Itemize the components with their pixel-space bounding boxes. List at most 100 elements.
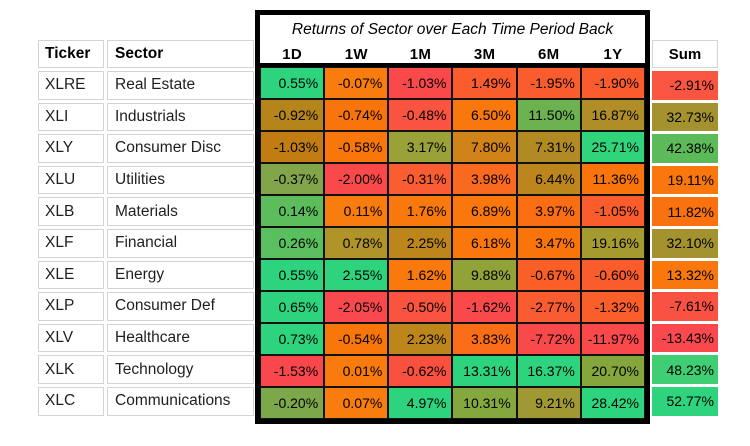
return-cell[interactable]: 1.49%	[452, 67, 517, 99]
return-cell[interactable]: 9.21%	[516, 387, 581, 419]
ticker-header-cell[interactable]: Ticker	[38, 40, 104, 68]
return-cell[interactable]: -1.03%	[388, 67, 453, 99]
period-header-1m[interactable]: 1M	[409, 45, 432, 63]
ticker-cell[interactable]: XLV	[38, 323, 104, 353]
return-cell[interactable]: 6.50%	[452, 99, 517, 131]
ticker-cell[interactable]: XLB	[38, 197, 104, 226]
return-cell[interactable]: 16.37%	[516, 355, 581, 387]
period-header-6m[interactable]: 6M	[538, 45, 560, 63]
return-cell[interactable]: 0.11%	[324, 195, 389, 227]
return-cell[interactable]: 9.88%	[452, 259, 517, 291]
sector-cell[interactable]: Consumer Def	[107, 292, 254, 321]
return-cell[interactable]: -2.77%	[516, 291, 581, 323]
return-cell[interactable]: -0.48%	[388, 99, 453, 131]
return-cell[interactable]: -1.95%	[516, 67, 581, 99]
return-cell[interactable]: -2.00%	[324, 163, 389, 195]
period-header-1y[interactable]: 1Y	[603, 45, 623, 63]
sector-cell[interactable]: Energy	[107, 260, 254, 290]
return-cell[interactable]: -0.67%	[516, 259, 581, 291]
sector-cell[interactable]: Financial	[107, 228, 254, 258]
return-cell[interactable]: 7.80%	[452, 131, 517, 163]
return-cell[interactable]: 11.50%	[516, 99, 581, 131]
sector-cell[interactable]: Communications	[107, 386, 254, 416]
return-cell[interactable]: 11.36%	[580, 163, 645, 195]
sector-header-cell[interactable]: Sector	[107, 40, 254, 68]
sector-cell[interactable]: Real Estate	[107, 71, 254, 100]
return-cell[interactable]: -0.31%	[388, 163, 453, 195]
return-cell[interactable]: 1.76%	[388, 195, 453, 227]
return-cell[interactable]: 1.62%	[388, 259, 453, 291]
period-header-1d[interactable]: 1D	[282, 45, 302, 63]
return-cell[interactable]: -1.90%	[580, 67, 645, 99]
return-cell[interactable]: 4.97%	[388, 387, 453, 419]
return-cell[interactable]: -2.05%	[324, 291, 389, 323]
period-header-3m[interactable]: 3M	[473, 45, 496, 63]
sector-cell[interactable]: Technology	[107, 355, 254, 384]
sector-cell[interactable]: Healthcare	[107, 323, 254, 353]
ticker-cell[interactable]: XLC	[38, 386, 104, 416]
return-cell[interactable]: 3.83%	[452, 323, 517, 355]
return-cell[interactable]: -1.53%	[260, 355, 325, 387]
return-cell[interactable]: 3.98%	[452, 163, 517, 195]
return-cell[interactable]: 0.26%	[260, 227, 325, 259]
return-cell[interactable]: 28.42%	[580, 387, 645, 419]
ticker-cell[interactable]: XLRE	[38, 71, 104, 100]
ticker-cell[interactable]: XLF	[38, 228, 104, 258]
ticker-cell[interactable]: XLI	[38, 102, 104, 132]
return-cell[interactable]: 2.23%	[388, 323, 453, 355]
return-cell[interactable]: 0.01%	[324, 355, 389, 387]
return-cell[interactable]: 2.55%	[324, 259, 389, 291]
return-cell[interactable]: -1.03%	[260, 131, 325, 163]
sum-cell[interactable]: 19.11%	[652, 165, 718, 195]
return-cell[interactable]: -0.20%	[260, 387, 325, 419]
return-cell[interactable]: 0.14%	[260, 195, 325, 227]
sum-cell[interactable]: 11.82%	[652, 197, 718, 226]
sector-cell[interactable]: Utilities	[107, 165, 254, 195]
return-cell[interactable]: 0.78%	[324, 227, 389, 259]
sum-cell[interactable]: 32.73%	[652, 102, 718, 132]
return-cell[interactable]: 7.31%	[516, 131, 581, 163]
return-cell[interactable]: 20.70%	[580, 355, 645, 387]
return-cell[interactable]: 6.44%	[516, 163, 581, 195]
sum-cell[interactable]: 13.32%	[652, 260, 718, 290]
ticker-cell[interactable]: XLY	[38, 134, 104, 163]
return-cell[interactable]: -0.74%	[324, 99, 389, 131]
return-cell[interactable]: 3.97%	[516, 195, 581, 227]
sector-cell[interactable]: Consumer Disc	[107, 134, 254, 163]
return-cell[interactable]: 0.55%	[260, 67, 325, 99]
ticker-cell[interactable]: XLE	[38, 260, 104, 290]
sum-cell[interactable]: 52.77%	[652, 386, 718, 416]
return-cell[interactable]: 3.47%	[516, 227, 581, 259]
return-cell[interactable]: -7.72%	[516, 323, 581, 355]
return-cell[interactable]: 2.25%	[388, 227, 453, 259]
return-cell[interactable]: 0.55%	[260, 259, 325, 291]
return-cell[interactable]: -1.32%	[580, 291, 645, 323]
sum-cell[interactable]: -7.61%	[652, 292, 718, 321]
return-cell[interactable]: -0.58%	[324, 131, 389, 163]
return-cell[interactable]: 0.73%	[260, 323, 325, 355]
sum-header-cell[interactable]: Sum	[652, 40, 718, 68]
return-cell[interactable]: -0.92%	[260, 99, 325, 131]
ticker-cell[interactable]: XLK	[38, 355, 104, 384]
return-cell[interactable]: 6.18%	[452, 227, 517, 259]
ticker-cell[interactable]: XLP	[38, 292, 104, 321]
sum-cell[interactable]: 48.23%	[652, 355, 718, 384]
return-cell[interactable]: 19.16%	[580, 227, 645, 259]
return-cell[interactable]: -1.05%	[580, 195, 645, 227]
sector-cell[interactable]: Industrials	[107, 102, 254, 132]
return-cell[interactable]: -0.07%	[324, 67, 389, 99]
period-header-1w[interactable]: 1W	[344, 45, 368, 63]
return-cell[interactable]: -0.37%	[260, 163, 325, 195]
return-cell[interactable]: -0.62%	[388, 355, 453, 387]
sum-cell[interactable]: 32.10%	[652, 228, 718, 258]
return-cell[interactable]: 13.31%	[452, 355, 517, 387]
return-cell[interactable]: 16.87%	[580, 99, 645, 131]
return-cell[interactable]: -0.50%	[388, 291, 453, 323]
return-cell[interactable]: 25.71%	[580, 131, 645, 163]
return-cell[interactable]: 3.17%	[388, 131, 453, 163]
sum-cell[interactable]: 42.38%	[652, 134, 718, 163]
return-cell[interactable]: 6.89%	[452, 195, 517, 227]
return-cell[interactable]: 10.31%	[452, 387, 517, 419]
sum-cell[interactable]: -2.91%	[652, 71, 718, 100]
return-cell[interactable]: -11.97%	[580, 323, 645, 355]
